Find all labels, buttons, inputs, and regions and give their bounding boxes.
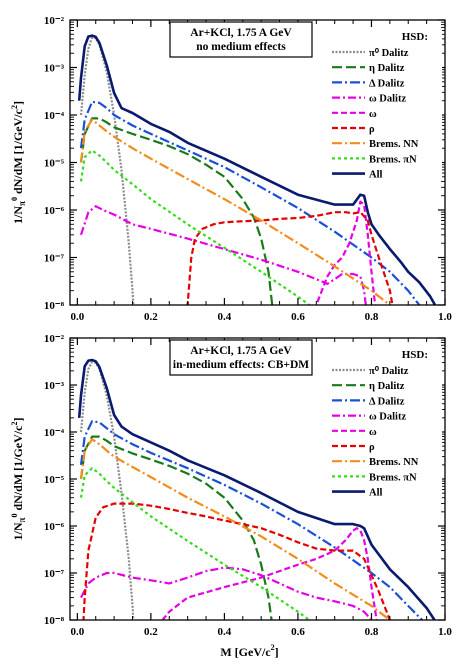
y-tick-label: 10⁻⁶ bbox=[44, 521, 65, 533]
y-tick-label: 10⁻² bbox=[44, 333, 65, 345]
y-title-sup: 0 bbox=[10, 197, 19, 201]
series-group bbox=[77, 34, 437, 305]
y-title-end: ] bbox=[11, 101, 25, 105]
series-line-brems-nn bbox=[79, 438, 392, 620]
series-line-dalitz bbox=[79, 36, 135, 305]
legend-label: π⁰ Dalitz bbox=[369, 365, 409, 377]
series-line-all bbox=[77, 358, 437, 620]
x-tick-label: 0.4 bbox=[218, 311, 232, 323]
y-title-sub: π bbox=[17, 517, 27, 522]
series-line-brems-n bbox=[79, 149, 312, 305]
y-axis-title: 1/Nπ0 dN/dM [1/GeV/c2] bbox=[10, 101, 27, 224]
legend-label: ω Dalitz bbox=[369, 94, 406, 105]
legend-label: All bbox=[369, 488, 383, 499]
title-line-2: no medium effects bbox=[196, 41, 286, 53]
series-line-dalitz bbox=[79, 420, 424, 620]
series-line- bbox=[186, 211, 394, 305]
x-title-sup: 2 bbox=[271, 643, 275, 652]
x-tick-label: 0.6 bbox=[291, 311, 305, 323]
series-line-dalitz bbox=[79, 117, 274, 305]
legend-label: η Dalitz bbox=[369, 381, 405, 392]
x-title-main: M [GeV/c bbox=[220, 645, 271, 659]
y-title-sup2: 2 bbox=[10, 105, 19, 109]
x-tick-label: 0.0 bbox=[70, 626, 84, 638]
series-line-brems-n bbox=[79, 467, 312, 620]
y-title-sub: π bbox=[17, 201, 27, 206]
series-line- bbox=[161, 527, 378, 620]
series-line-dalitz bbox=[79, 435, 273, 620]
chart-panel-2: 0.0 0.2 0.4 0.6 0.8 1.0 10⁻⁸ 10⁻⁷ 10⁻⁶ 10⁻⁵ 10⁻⁴ 10… bbox=[10, 333, 452, 659]
y-axis-title: 1/Nπ0 dN/dM [1/GeV/c2] bbox=[10, 418, 27, 541]
x-tick-label: 0.4 bbox=[218, 626, 232, 638]
legend-label: ρ bbox=[369, 442, 375, 453]
x-axis-title: M [GeV/c2] bbox=[220, 643, 278, 659]
y-title-main: 1/N bbox=[11, 522, 25, 540]
x-tick-label: 1.0 bbox=[438, 626, 452, 638]
y-tick-label: 10⁻³ bbox=[44, 380, 65, 392]
title-box bbox=[169, 21, 313, 58]
y-title-sup2: 2 bbox=[10, 422, 19, 426]
legend-label: ω bbox=[369, 109, 377, 120]
legend-label: Δ Dalitz bbox=[369, 78, 405, 89]
chart-panel-1: 0.0 0.2 0.4 0.6 0.8 1.0 10⁻⁸ 10⁻⁷ 10⁻⁶ 10⁻⁵ 10⁻⁴ 10… bbox=[10, 15, 452, 323]
x-tick-label: 0.8 bbox=[365, 626, 379, 638]
y-tick-label: 10⁻⁸ bbox=[44, 300, 65, 312]
series-line-dalitz bbox=[79, 205, 367, 305]
legend-label: Brems. NN bbox=[369, 457, 419, 468]
legend-label: All bbox=[369, 170, 383, 181]
y-tick-label: 10⁻⁷ bbox=[44, 568, 65, 580]
legend-box bbox=[332, 30, 442, 180]
title-line-2: in-medium effects: CB+DM bbox=[173, 359, 309, 371]
y-tick-label: 10⁻⁴ bbox=[44, 110, 65, 122]
x-title-end: ] bbox=[275, 645, 279, 659]
y-tick-label: 10⁻⁵ bbox=[44, 474, 65, 486]
legend-label: Brems. πN bbox=[369, 472, 417, 483]
series-line- bbox=[315, 200, 377, 305]
title-box bbox=[169, 339, 313, 376]
x-tick-label: 0.6 bbox=[291, 626, 305, 638]
y-title-rest: dN/dM [1/GeV/c bbox=[11, 108, 25, 197]
series-group bbox=[77, 358, 437, 620]
x-tick-label: 0.2 bbox=[144, 311, 158, 323]
legend-title: HSD: bbox=[402, 349, 428, 361]
y-tick-label: 10⁻⁶ bbox=[44, 205, 65, 217]
y-title-main: 1/N bbox=[11, 206, 25, 224]
y-title-end: ] bbox=[11, 418, 25, 422]
legend-label: Δ Dalitz bbox=[369, 396, 405, 407]
x-tick-label: 0.0 bbox=[70, 311, 84, 323]
series-line-dalitz bbox=[80, 566, 373, 620]
x-tick-label: 1.0 bbox=[438, 311, 452, 323]
legend-label: ω bbox=[369, 427, 377, 438]
title-line-1: Ar+KCl, 1.75 A GeV bbox=[190, 27, 292, 39]
y-tick-label: 10⁻³ bbox=[44, 63, 65, 75]
y-title-rest: dN/dM [1/GeV/c bbox=[11, 425, 25, 514]
legend-label: η Dalitz bbox=[369, 63, 405, 74]
y-tick-label: 10⁻⁷ bbox=[44, 253, 65, 265]
y-tick-label: 10⁻² bbox=[44, 15, 65, 27]
legend-label: Brems. NN bbox=[369, 139, 419, 150]
title-line-1: Ar+KCl, 1.75 A GeV bbox=[190, 345, 292, 357]
legend-label: ρ bbox=[369, 124, 375, 135]
series-line- bbox=[82, 502, 392, 620]
legend-box bbox=[332, 348, 442, 498]
y-title-sup: 0 bbox=[10, 514, 19, 518]
x-tick-label: 0.2 bbox=[144, 626, 158, 638]
x-tick-label: 0.8 bbox=[365, 311, 379, 323]
series-line-brems-nn bbox=[79, 118, 392, 305]
legend-label: π⁰ Dalitz bbox=[369, 47, 409, 59]
y-tick-label: 10⁻⁴ bbox=[44, 427, 65, 439]
series-line-all bbox=[77, 34, 437, 305]
legend-label: ω Dalitz bbox=[369, 412, 406, 423]
series-line-dalitz bbox=[79, 360, 135, 620]
legend-label: Brems. πN bbox=[369, 154, 417, 165]
y-tick-label: 10⁻⁵ bbox=[44, 158, 65, 170]
y-tick-label: 10⁻⁸ bbox=[44, 615, 65, 627]
legend-title: HSD: bbox=[402, 31, 428, 43]
